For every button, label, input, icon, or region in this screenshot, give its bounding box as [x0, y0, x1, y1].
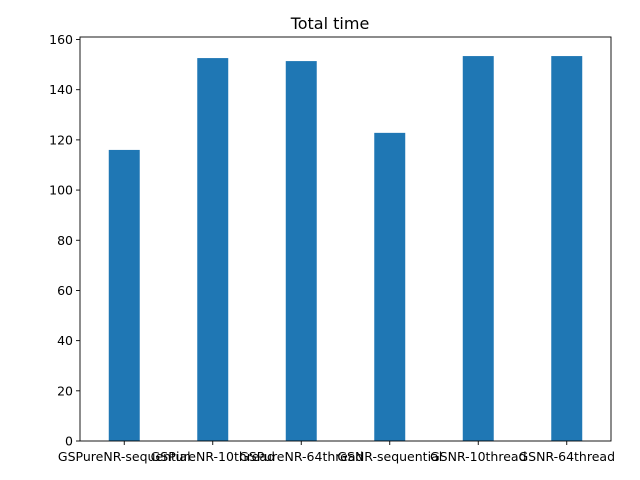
x-tick-label: GSPureNR-10thread	[151, 449, 275, 464]
axes-frame	[79, 36, 612, 442]
y-tick-label: 140	[49, 82, 73, 97]
bar-GSNR-sequential	[374, 132, 406, 441]
bar-GSNR-10thread	[462, 56, 494, 442]
x-tick-label: GSPureNR-sequential	[58, 449, 191, 464]
y-tick-label: 40	[57, 333, 73, 348]
y-axis: 0 20 40 60 80 100 120 140 160	[49, 32, 80, 449]
y-tick-label: 160	[49, 32, 73, 47]
bar-GSPureNR-64thread	[285, 61, 317, 441]
y-tick-label: 120	[49, 132, 73, 147]
bar-GSPureNR-sequential	[108, 149, 140, 441]
y-tick-label: 0	[65, 434, 73, 449]
x-tick-label: GSNR-64thread	[518, 449, 615, 464]
bar-GSPureNR-10thread	[197, 58, 229, 442]
bar-GSNR-64thread	[551, 56, 583, 442]
y-tick-label: 60	[57, 283, 73, 298]
x-tick-label: GSNR-sequential	[337, 449, 442, 464]
y-tick-label: 20	[57, 383, 73, 398]
x-axis: GSPureNR-sequentialGSPureNR-10threadGSPu…	[58, 441, 615, 464]
x-tick-label: GSNR-10thread	[430, 449, 527, 464]
chart-title: Total time	[290, 14, 370, 33]
bars-group	[108, 56, 583, 442]
y-tick-label: 80	[57, 233, 73, 248]
y-tick-label: 100	[49, 183, 73, 198]
x-tick-label: GSPureNR-64thread	[239, 449, 363, 464]
